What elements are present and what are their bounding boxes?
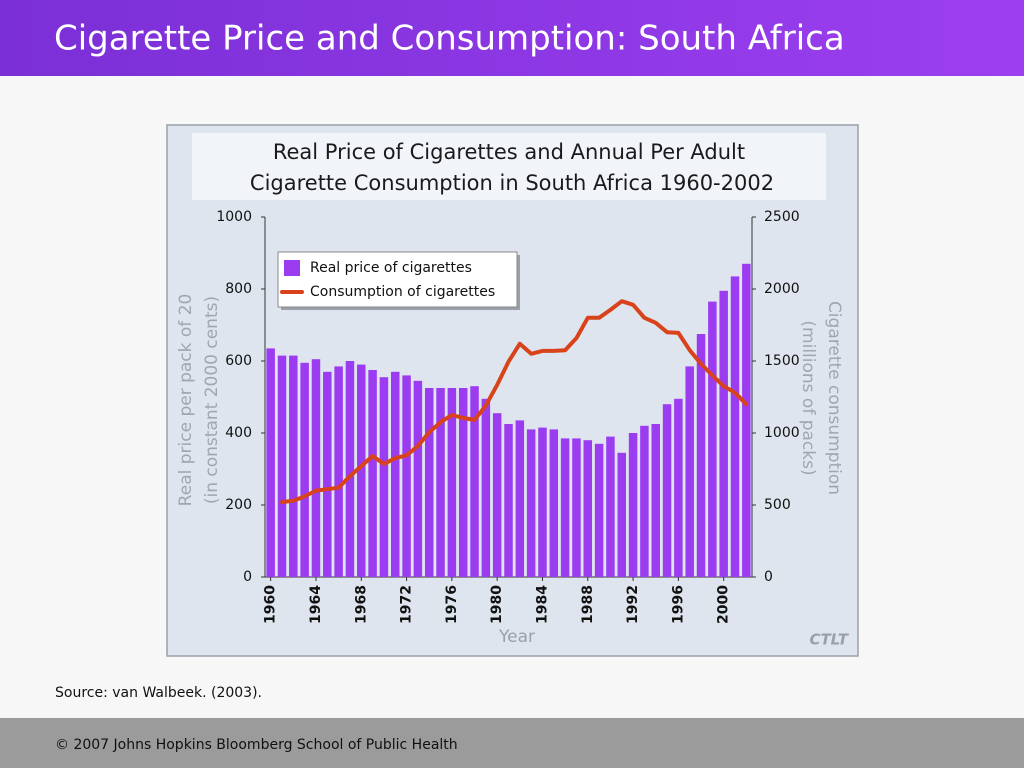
bar <box>504 424 513 577</box>
y2-tick-label: 1000 <box>764 425 800 441</box>
x-tick-label: 1976 <box>444 585 460 624</box>
y-tick-label: 1000 <box>216 209 252 225</box>
y-tick-label: 600 <box>225 353 252 369</box>
source-note: Source: van Walbeek. (2003). <box>55 685 262 701</box>
legend-label: Real price of cigarettes <box>310 260 472 276</box>
slide-title: Cigarette Price and Consumption: South A… <box>54 19 845 59</box>
bar <box>402 375 411 577</box>
chart-title: Real Price of Cigarettes and Annual Per … <box>273 140 745 164</box>
bar <box>583 440 593 577</box>
bar <box>594 443 604 577</box>
bar <box>424 388 434 577</box>
legend-swatch <box>284 260 300 276</box>
bar <box>572 438 581 577</box>
legend-label: Consumption of cigarettes <box>310 284 495 300</box>
bar <box>708 301 717 577</box>
x-tick-label: 1992 <box>625 585 641 624</box>
x-tick-label: 1972 <box>399 585 415 624</box>
bar <box>685 366 694 577</box>
bar <box>481 398 491 577</box>
y2-tick-label: 0 <box>764 569 773 585</box>
bar <box>266 348 275 577</box>
y-axis-label: Real price per pack of 20 <box>176 294 196 507</box>
bar <box>560 438 570 577</box>
bar <box>606 436 615 577</box>
footer-bar <box>0 718 1024 768</box>
x-tick-label: 1988 <box>580 585 596 624</box>
bar <box>538 427 547 577</box>
bar <box>289 355 298 577</box>
x-axis-label: Year <box>498 627 535 647</box>
chart-title: Cigarette Consumption in South Africa 19… <box>250 171 774 195</box>
footer-text: © 2007 Johns Hopkins Bloomberg School of… <box>55 737 458 753</box>
x-tick-label: 1984 <box>534 585 550 624</box>
x-tick-label: 1980 <box>489 585 505 624</box>
bar <box>742 263 751 577</box>
logo: CTLT <box>809 631 849 649</box>
bar <box>628 433 638 577</box>
x-tick-label: 2000 <box>716 585 732 624</box>
bar <box>368 370 377 577</box>
bar <box>345 361 355 577</box>
bar <box>413 380 423 577</box>
bar <box>300 362 309 577</box>
chart-title-box <box>192 133 826 200</box>
bar <box>696 334 706 577</box>
bar <box>357 364 366 577</box>
x-tick-label: 1968 <box>353 585 369 624</box>
y-tick-label: 200 <box>225 497 252 513</box>
bar <box>719 290 728 577</box>
bar <box>311 359 321 577</box>
y2-tick-label: 2500 <box>764 209 800 225</box>
bar <box>651 424 660 577</box>
bar <box>492 413 502 577</box>
bar <box>617 452 627 577</box>
bar <box>470 386 479 577</box>
bar <box>674 398 683 577</box>
bar <box>436 388 445 577</box>
bar <box>379 377 389 577</box>
y-tick-label: 800 <box>225 281 252 297</box>
bar <box>662 404 672 577</box>
bar <box>447 388 457 577</box>
bar <box>458 388 468 577</box>
bar <box>323 371 332 577</box>
y-axis-label: (in constant 2000 cents) <box>202 296 222 504</box>
bar <box>640 425 649 577</box>
bar <box>277 355 287 577</box>
header-bar <box>0 0 1024 76</box>
bar <box>334 366 343 577</box>
bar <box>390 371 400 577</box>
y-tick-label: 400 <box>225 425 252 441</box>
y2-tick-label: 500 <box>764 497 791 513</box>
bar <box>515 420 525 577</box>
bar <box>549 429 559 577</box>
y-tick-label: 0 <box>243 569 252 585</box>
y2-axis-label: (millions of packs) <box>798 320 818 475</box>
y2-axis-label: Cigarette consumption <box>824 301 844 495</box>
bar <box>730 276 740 577</box>
bar <box>526 429 536 577</box>
legend-box <box>277 251 518 308</box>
x-tick-label: 1996 <box>670 585 686 624</box>
x-tick-label: 1960 <box>263 585 279 624</box>
y2-tick-label: 2000 <box>764 281 800 297</box>
line <box>280 299 749 505</box>
x-tick-label: 1964 <box>308 585 324 624</box>
y2-tick-label: 1500 <box>764 353 800 369</box>
